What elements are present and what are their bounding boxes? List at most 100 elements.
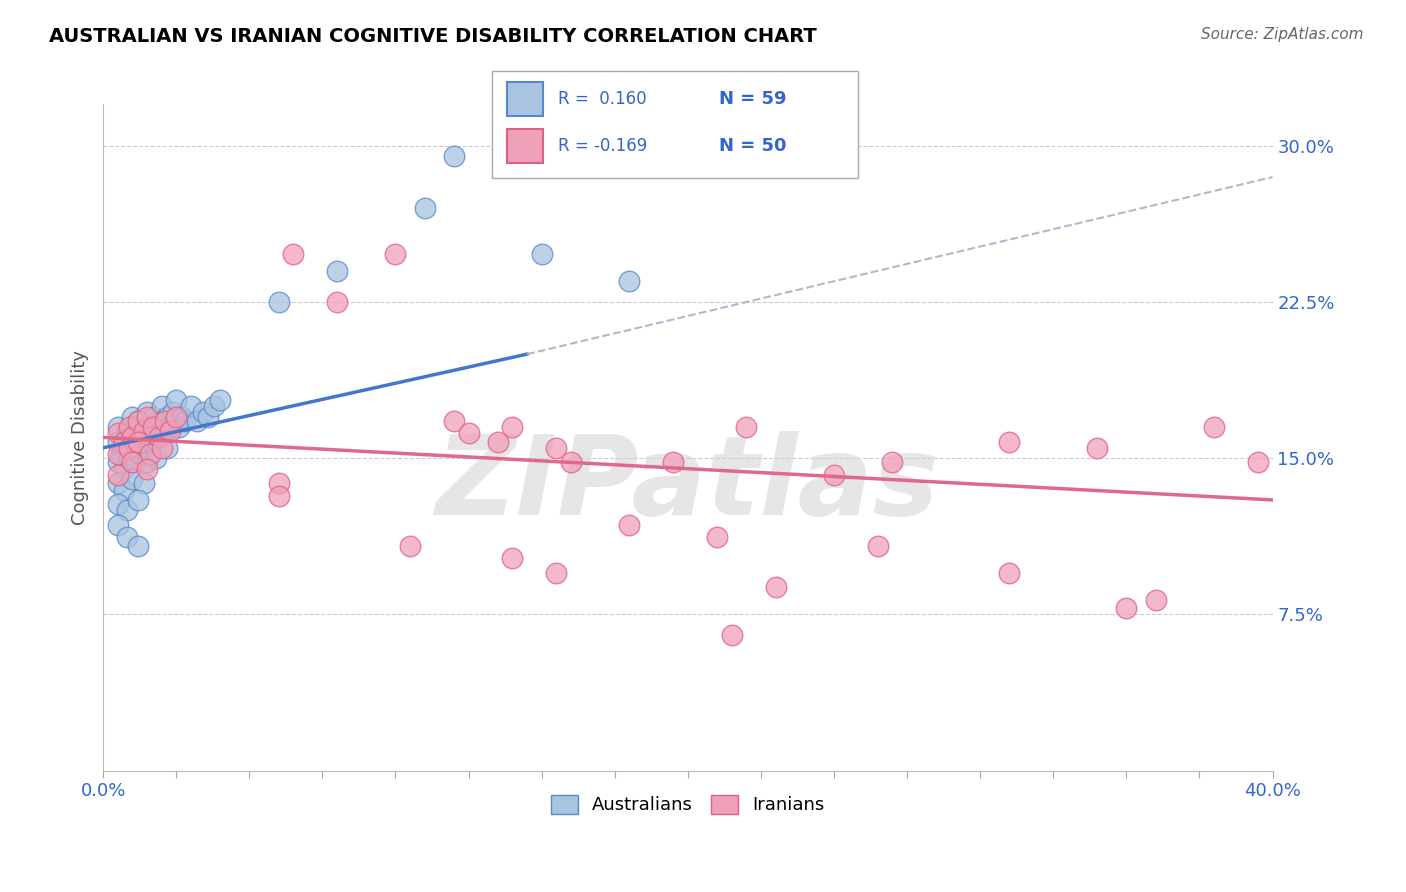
Point xyxy=(180,399,202,413)
Point xyxy=(156,409,179,424)
Point xyxy=(186,414,208,428)
Point xyxy=(1202,420,1225,434)
Point xyxy=(706,530,728,544)
Point xyxy=(142,420,165,434)
Point xyxy=(129,447,152,461)
Point xyxy=(127,539,149,553)
Point xyxy=(118,434,141,449)
Point xyxy=(619,517,641,532)
Point xyxy=(127,492,149,507)
Point xyxy=(546,566,568,580)
Point xyxy=(530,247,553,261)
Point xyxy=(121,409,143,424)
Point xyxy=(150,399,173,413)
Text: ZIPatlas: ZIPatlas xyxy=(436,431,939,538)
Point xyxy=(413,202,436,216)
Point xyxy=(735,420,758,434)
Point xyxy=(107,497,129,511)
Point xyxy=(765,581,787,595)
Point xyxy=(121,472,143,486)
Point xyxy=(156,441,179,455)
Point xyxy=(457,426,479,441)
Point xyxy=(115,530,138,544)
Point xyxy=(443,414,465,428)
Point xyxy=(560,455,582,469)
Point xyxy=(112,434,135,449)
Point xyxy=(209,392,232,407)
Point xyxy=(118,420,141,434)
Point xyxy=(998,434,1021,449)
Point xyxy=(720,628,742,642)
Point xyxy=(107,467,129,482)
Point xyxy=(167,420,190,434)
Point xyxy=(142,409,165,424)
Point xyxy=(136,455,159,469)
Point xyxy=(153,426,176,441)
Point xyxy=(486,434,509,449)
FancyBboxPatch shape xyxy=(506,82,543,116)
Point xyxy=(283,247,305,261)
Point xyxy=(267,489,290,503)
Text: R =  0.160: R = 0.160 xyxy=(558,90,647,108)
Point xyxy=(121,430,143,444)
Point xyxy=(619,274,641,288)
Point xyxy=(326,295,349,310)
Point xyxy=(121,430,143,444)
Point xyxy=(159,424,181,438)
Point xyxy=(112,483,135,497)
Point xyxy=(127,428,149,442)
Point xyxy=(124,455,146,469)
Point xyxy=(165,409,187,424)
Point xyxy=(384,247,406,261)
Legend: Australians, Iranians: Australians, Iranians xyxy=(544,788,832,822)
Point xyxy=(202,399,225,413)
Point xyxy=(153,414,176,428)
Point xyxy=(197,409,219,424)
Point xyxy=(174,414,197,428)
Point xyxy=(150,414,173,428)
Point xyxy=(501,420,523,434)
Point xyxy=(145,420,167,434)
Point xyxy=(139,434,162,449)
Point xyxy=(132,420,155,434)
Point xyxy=(1085,441,1108,455)
Point xyxy=(662,455,685,469)
Point xyxy=(1144,593,1167,607)
FancyBboxPatch shape xyxy=(506,129,543,163)
Point xyxy=(501,551,523,566)
Point xyxy=(107,426,129,441)
Point xyxy=(1247,455,1270,469)
FancyBboxPatch shape xyxy=(492,71,858,178)
Point xyxy=(115,503,138,517)
Point xyxy=(823,467,845,482)
Point xyxy=(107,455,129,469)
Point xyxy=(129,434,152,449)
Point xyxy=(118,441,141,455)
Point xyxy=(115,424,138,438)
Point xyxy=(127,414,149,428)
Point xyxy=(326,264,349,278)
Text: AUSTRALIAN VS IRANIAN COGNITIVE DISABILITY CORRELATION CHART: AUSTRALIAN VS IRANIAN COGNITIVE DISABILI… xyxy=(49,27,817,45)
Point xyxy=(162,405,184,419)
Point xyxy=(107,447,129,461)
Point xyxy=(1115,601,1137,615)
Point xyxy=(107,517,129,532)
Point xyxy=(107,420,129,434)
Point xyxy=(267,476,290,491)
Point xyxy=(546,441,568,455)
Point xyxy=(148,430,170,444)
Point xyxy=(136,461,159,475)
Point xyxy=(107,476,129,491)
Point xyxy=(112,461,135,475)
Point xyxy=(443,149,465,163)
Point xyxy=(124,441,146,455)
Point xyxy=(170,409,193,424)
Point xyxy=(107,434,129,449)
Point xyxy=(127,414,149,428)
Point xyxy=(121,455,143,469)
Point xyxy=(112,441,135,455)
Point xyxy=(399,539,422,553)
Point xyxy=(118,451,141,466)
Text: N = 50: N = 50 xyxy=(718,137,786,155)
Point xyxy=(136,409,159,424)
